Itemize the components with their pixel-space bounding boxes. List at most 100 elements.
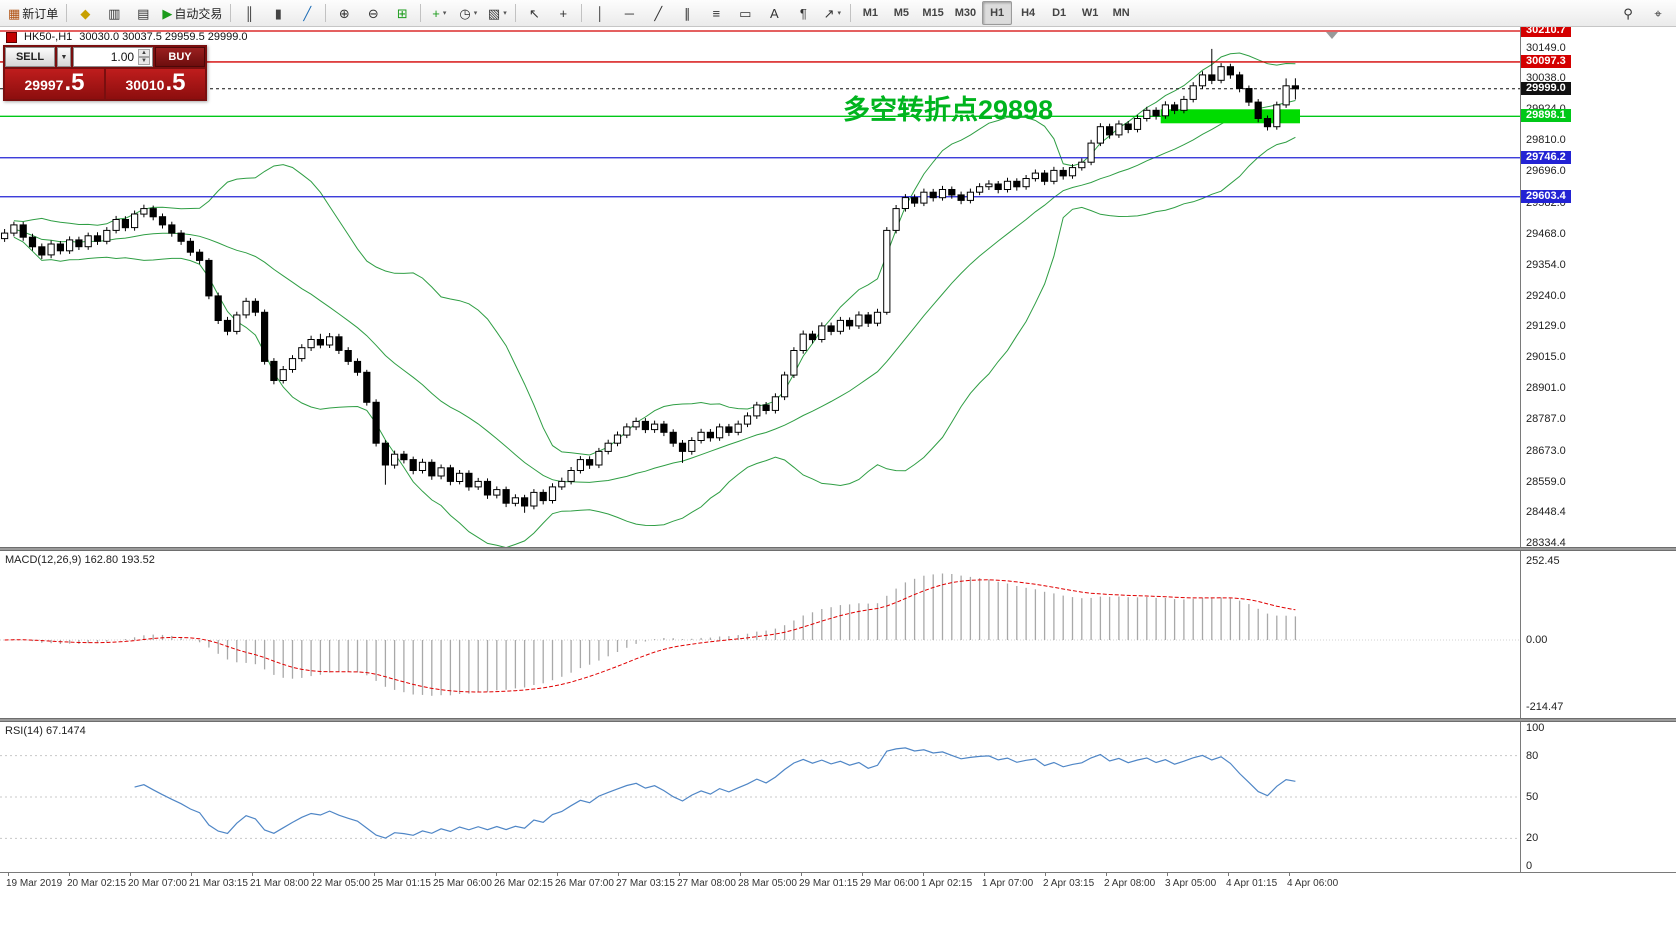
toolbar-separator: [230, 4, 232, 22]
templates-button[interactable]: ▧ ▾: [483, 1, 511, 25]
sell-button[interactable]: SELL: [5, 47, 55, 67]
sell-price-dec: .5: [64, 69, 85, 96]
toolbar-separator: [581, 4, 583, 22]
timeframe-w1-button[interactable]: W1: [1081, 7, 1099, 19]
panel-splitter[interactable]: [0, 718, 1676, 722]
market-watch-icon: ▥: [108, 5, 121, 21]
crosshair-icon: +: [559, 5, 568, 21]
time-tick-mark: [984, 873, 985, 876]
price-tick: 29129.0: [1526, 320, 1566, 333]
search-button[interactable]: ⚲: [1614, 1, 1642, 25]
timeframe-m5-button[interactable]: M5: [893, 7, 909, 19]
cursor-button[interactable]: ↖: [520, 1, 548, 25]
rsi-tick: 80: [1526, 749, 1539, 762]
rsi-axis[interactable]: 100 80 50 20 0: [1520, 722, 1676, 872]
time-label: 27 Mar 03:15: [616, 878, 675, 889]
timeframe-m15-button[interactable]: M15: [922, 7, 944, 19]
time-tick-mark: [252, 873, 253, 876]
text-icon: A: [769, 5, 779, 21]
symbols-icon: ◆: [80, 5, 91, 21]
shapes-button[interactable]: ▭: [731, 1, 759, 25]
volume-spinner[interactable]: ▲ ▼: [138, 49, 150, 65]
autotrading-button[interactable]: ▶ 自动交易: [158, 1, 226, 25]
macd-tick: -214.47: [1526, 701, 1564, 714]
chevron-down-icon: ▾: [837, 10, 842, 17]
arrows-button[interactable]: ↗ ▾: [818, 1, 846, 25]
time-tick-mark: [69, 873, 70, 876]
time-label: 27 Mar 08:00: [677, 878, 736, 889]
timeframe-m30-button[interactable]: M30: [954, 7, 977, 19]
market-watch-button[interactable]: ▥: [100, 1, 128, 25]
trendline-button[interactable]: ╱: [644, 1, 672, 25]
indicators-button[interactable]: + ▾: [425, 1, 453, 25]
main-chart-panel: 多空转折点29898 HK50-,H1 30030.0 30037.5 2995…: [0, 27, 1676, 547]
spinner-down-icon[interactable]: ▼: [138, 57, 150, 65]
buy-price[interactable]: 30010 .5: [106, 69, 205, 99]
fibonacci-button[interactable]: ≡: [702, 1, 730, 25]
time-tick-mark: [1167, 873, 1168, 876]
timeframe-mn-button[interactable]: MN: [1112, 7, 1130, 19]
horizontal-line-button[interactable]: ─: [615, 1, 643, 25]
time-label: 20 Mar 02:15: [67, 878, 126, 889]
new-order-button[interactable]: ▦ 新订单: [4, 1, 62, 25]
macd-canvas[interactable]: [0, 551, 1520, 718]
rsi-panel: RSI(14) 67.1474 100 80 50 20 0: [0, 722, 1676, 872]
timeframe-d1-button[interactable]: D1: [1052, 7, 1067, 19]
volume-value: 1.00: [110, 50, 135, 64]
price-tick: 28448.4: [1526, 505, 1566, 518]
chart-window-icon: [6, 31, 17, 43]
volume-input[interactable]: 1.00 ▲ ▼: [73, 47, 153, 67]
time-axis[interactable]: 19 Mar 2019 20 Mar 02:15 20 Mar 07:00 21 Ma…: [0, 872, 1676, 895]
buy-button[interactable]: BUY: [155, 47, 205, 67]
time-label: 25 Mar 01:15: [372, 878, 431, 889]
crosshair-button[interactable]: +: [549, 1, 577, 25]
chart-shift-marker[interactable]: [1326, 32, 1338, 39]
cursor-icon: ↖: [528, 5, 540, 21]
shapes-icon: ▭: [739, 5, 752, 21]
time-tick-mark: [374, 873, 375, 876]
clock-icon: ◷: [459, 5, 471, 21]
time-tick-mark: [618, 873, 619, 876]
time-tick-mark: [801, 873, 802, 876]
price-tick: 28334.4: [1526, 537, 1566, 547]
zoom-in-button[interactable]: ⊕: [330, 1, 358, 25]
bars-chart-button[interactable]: ║: [235, 1, 263, 25]
macd-axis[interactable]: 252.45 0.00 -214.47: [1520, 551, 1676, 718]
time-label: 26 Mar 07:00: [555, 878, 614, 889]
timeframe-h1-button[interactable]: H1: [982, 1, 1013, 25]
rsi-canvas[interactable]: [0, 722, 1520, 872]
timeframe-m1-button[interactable]: M1: [862, 7, 878, 19]
main-chart-canvas[interactable]: 多空转折点29898: [0, 27, 1520, 547]
price-axis[interactable]: 30149.030038.029924.029810.029696.029582…: [1520, 27, 1676, 547]
zoom-out-button[interactable]: ⊖: [359, 1, 387, 25]
sell-price-int: 29997: [24, 77, 64, 93]
text-button[interactable]: A: [760, 1, 788, 25]
volume-dropdown[interactable]: ▼: [57, 47, 71, 67]
time-tick-mark: [557, 873, 558, 876]
price-tick: 29240.0: [1526, 289, 1566, 302]
line-chart-button[interactable]: ╱: [293, 1, 321, 25]
arrows-icon: ↗: [823, 5, 835, 21]
time-tick-mark: [679, 873, 680, 876]
candlestick-chart-icon: ▮: [274, 5, 282, 21]
price-tick: 28787.0: [1526, 413, 1566, 426]
data-window-button[interactable]: ▤: [129, 1, 157, 25]
panel-splitter[interactable]: [0, 547, 1676, 551]
vertical-line-button[interactable]: │: [586, 1, 614, 25]
spinner-up-icon[interactable]: ▲: [138, 49, 150, 57]
candlestick-chart-button[interactable]: ▮: [264, 1, 292, 25]
timeframe-h4-button[interactable]: H4: [1021, 7, 1036, 19]
sell-price[interactable]: 29997 .5: [5, 69, 104, 99]
quick-nav-button[interactable]: ⌖: [1644, 1, 1672, 25]
new-order-icon: ▦: [8, 5, 21, 21]
annotation-text[interactable]: 多空转折点29898: [843, 94, 1053, 125]
time-tick-mark: [1228, 873, 1229, 876]
channel-button[interactable]: ∥: [673, 1, 701, 25]
tile-windows-button[interactable]: ⊞: [388, 1, 416, 25]
chevron-down-icon: ▾: [473, 10, 478, 17]
label-button[interactable]: ¶: [789, 1, 817, 25]
periods-button[interactable]: ◷ ▾: [454, 1, 482, 25]
macd-tick: 252.45: [1526, 554, 1560, 567]
symbols-button[interactable]: ◆: [71, 1, 99, 25]
time-label: 4 Apr 06:00: [1287, 878, 1339, 889]
